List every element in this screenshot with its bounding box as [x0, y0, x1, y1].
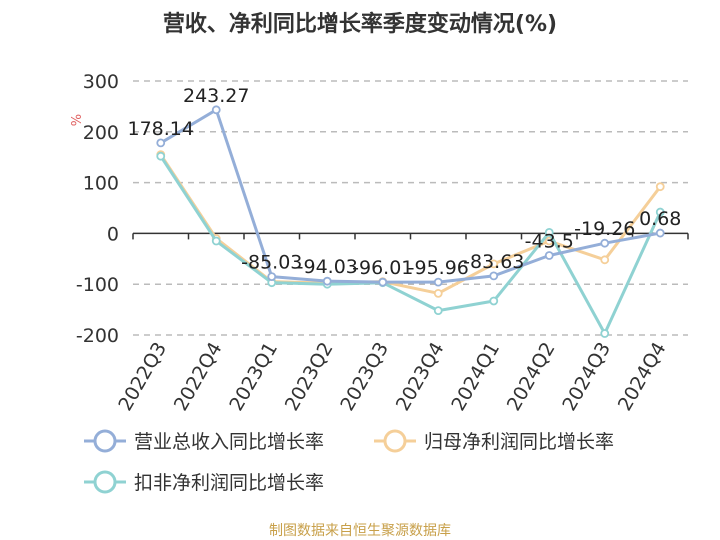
- data-point-revenue: [156, 138, 166, 148]
- data-point-revenue: [655, 228, 665, 238]
- data-label: -94.03: [297, 256, 358, 278]
- data-point-deducted_net_profit: [544, 227, 554, 237]
- data-point-revenue: [433, 277, 443, 287]
- legend-marker-revenue: [93, 429, 117, 453]
- series-line-deducted_net_profit: [159, 155, 662, 335]
- data-point-deducted_net_profit: [433, 306, 443, 316]
- data-point-net_profit: [489, 259, 499, 269]
- series-lines: [156, 105, 665, 338]
- x-tick-label: 2024Q2: [503, 339, 560, 415]
- chart-title: 营收、净利同比增长率季度变动情况(%): [162, 12, 558, 37]
- y-tick-label: 100: [83, 173, 119, 195]
- x-tick-label: 2023Q1: [225, 339, 282, 415]
- data-point-deducted_net_profit: [156, 151, 166, 161]
- data-point-deducted_net_profit: [211, 236, 221, 246]
- x-tick-label: 2022Q4: [170, 339, 227, 415]
- y-tick-label: 300: [83, 71, 119, 93]
- y-tick-label: -200: [76, 325, 119, 347]
- legend-label: 归母净利润同比增长率: [424, 431, 614, 453]
- data-label: -19.26: [574, 218, 635, 240]
- data-label: -43.5: [525, 230, 574, 252]
- x-tick-label: 2023Q4: [392, 339, 449, 415]
- source-note: 制图数据来自恒生聚源数据库: [269, 523, 451, 539]
- x-tick-label: 2023Q2: [281, 339, 338, 415]
- data-label: 0.68: [639, 208, 681, 230]
- y-tick-label: 0: [107, 223, 119, 245]
- data-label: -95.96: [408, 257, 469, 279]
- data-label: 178.14: [128, 118, 194, 140]
- data-point-deducted_net_profit: [600, 329, 610, 338]
- series-line-revenue: [159, 108, 661, 284]
- x-tick-label: 2024Q4: [614, 339, 671, 415]
- data-point-deducted_net_profit: [489, 296, 499, 306]
- y-tick-label: 200: [83, 122, 119, 144]
- legend-marker-net_profit: [383, 429, 407, 453]
- x-tick-label: 2022Q3: [114, 339, 171, 415]
- y-tick-label: -100: [76, 274, 119, 296]
- x-tick-label: 2024Q3: [558, 339, 615, 415]
- data-point-revenue: [378, 277, 388, 287]
- y-unit-label: %: [70, 114, 85, 126]
- data-point-net_profit: [433, 288, 443, 298]
- data-label: -83.63: [463, 251, 524, 273]
- data-point-revenue: [600, 238, 610, 248]
- data-point-net_profit: [655, 182, 665, 192]
- x-tick-label: 2024Q1: [447, 339, 504, 415]
- legend-label: 营业总收入同比增长率: [134, 431, 324, 453]
- data-label: 243.27: [183, 85, 249, 107]
- data-point-deducted_net_profit: [655, 207, 665, 217]
- data-point-revenue: [322, 276, 332, 286]
- x-tick-label: 2023Q3: [336, 339, 393, 415]
- data-point-revenue: [544, 251, 554, 260]
- data-point-net_profit: [600, 255, 610, 265]
- data-point-revenue: [267, 272, 277, 281]
- grid-lines: [133, 80, 688, 336]
- data-point-revenue: [489, 271, 499, 281]
- legend-marker-deducted_net_profit: [93, 470, 117, 494]
- data-labels: 178.14 243.27 -85.03-94.03-96.01-95.96-83.…: [128, 85, 682, 279]
- data-label: -96.01: [352, 257, 413, 279]
- data-label: -85.03: [241, 252, 302, 274]
- data-point-revenue: [211, 105, 221, 115]
- legend-label: 扣非净利润同比增长率: [134, 472, 324, 494]
